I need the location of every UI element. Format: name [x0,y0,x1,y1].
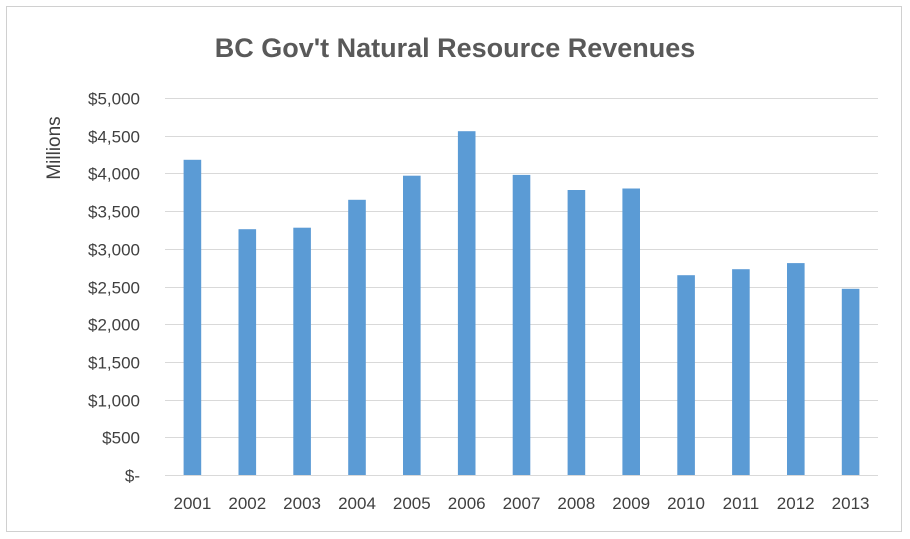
bar-2001 [183,159,202,476]
gridlines [165,98,878,476]
x-tick-label: 2007 [503,494,541,513]
y-tick-label: $500 [102,429,140,448]
bar-2007 [512,174,531,475]
bar-2012 [787,263,805,475]
y-tick-label: $1,500 [88,354,140,373]
chart-frame [6,6,902,532]
x-tick-label: 2001 [173,494,211,513]
bar-2004 [348,199,366,476]
x-tick-label: 2002 [228,494,266,513]
y-tick-label: $4,500 [88,128,140,147]
y-tick-label: $2,500 [88,279,140,298]
x-tick-label: 2012 [777,494,815,513]
x-tick-label: 2005 [393,494,431,513]
chart-title: BC Gov't Natural Resource Revenues [215,33,696,63]
x-tick-labels: 2001 2002 2003 2004 2005 2006 2007 2008 2009 2010… [173,494,869,513]
y-tick-label: $4,000 [88,165,140,184]
x-tick-label: 2010 [667,494,705,513]
bar-2005 [403,175,421,475]
bar-2002 [238,229,257,475]
y-tick-label: $2,000 [88,316,140,335]
x-tick-label: 2009 [612,494,650,513]
bar-2011 [732,269,750,475]
x-tick-label: 2004 [338,494,376,513]
x-tick-label: 2003 [283,494,321,513]
bar-2009 [622,188,640,475]
y-tick-label: $1,000 [88,392,140,411]
x-tick-label: 2006 [448,494,486,513]
bar-2003 [293,227,311,475]
x-tick-label: 2011 [723,494,760,513]
bar-2008 [567,190,586,475]
y-axis-label: Millions [44,116,65,179]
y-tick-label: $3,500 [88,203,140,222]
bar-2013 [841,288,860,475]
x-tick-label: 2008 [557,494,595,513]
y-tick-labels: $- $500 $1,000 $1,500 $2,000 $2,500 $3,000 $3,5… [88,90,140,486]
y-tick-label: $5,000 [88,90,140,109]
bar-2010 [677,275,695,475]
y-tick-label: $3,000 [88,241,140,260]
bars [183,131,860,476]
bar-2006 [457,131,476,475]
x-tick-label: 2013 [832,494,870,513]
y-tick-label: $- [125,467,140,486]
